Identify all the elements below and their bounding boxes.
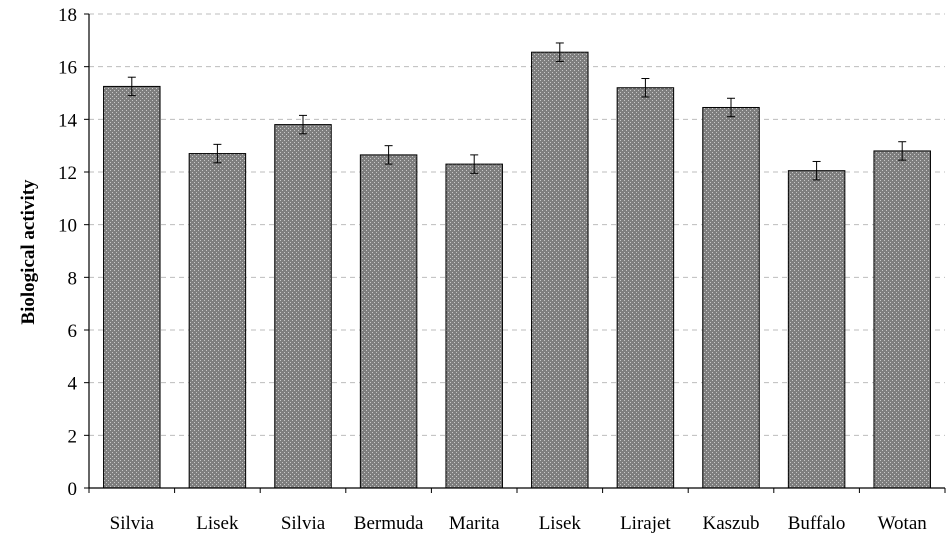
bar bbox=[274, 124, 332, 489]
bars bbox=[103, 42, 931, 489]
bar bbox=[445, 163, 503, 489]
x-tick-label: Lisek bbox=[196, 513, 239, 534]
y-tick-label: 16 bbox=[58, 58, 77, 79]
x-tick-label: Lirajet bbox=[620, 513, 671, 534]
x-tick-label: Wotan bbox=[878, 513, 928, 534]
x-tick-label: Kaszub bbox=[703, 513, 760, 534]
y-tick-label: 8 bbox=[68, 268, 78, 289]
bar bbox=[787, 170, 846, 489]
y-tick-label: 14 bbox=[58, 110, 78, 131]
tick-labels: 0 2 4 6 8 10 12 14 16 18 Silvia Lisek Silvia Bermuda M… bbox=[58, 5, 927, 534]
bar bbox=[359, 154, 418, 489]
bar bbox=[616, 87, 675, 489]
y-tick-label: 0 bbox=[68, 479, 78, 500]
x-tick-label: Buffalo bbox=[788, 513, 846, 534]
axes bbox=[84, 13, 946, 493]
bar bbox=[188, 153, 247, 489]
x-tick-label: Silvia bbox=[281, 513, 326, 534]
x-tick-label: Marita bbox=[449, 513, 500, 534]
y-axis-title: Biological activity bbox=[18, 179, 39, 325]
x-tick-label: Lisek bbox=[539, 513, 582, 534]
y-tick-label: 12 bbox=[58, 163, 77, 184]
y-tick-label: 2 bbox=[68, 426, 78, 447]
bar bbox=[702, 106, 760, 489]
bar bbox=[531, 51, 589, 489]
y-tick-label: 6 bbox=[68, 321, 78, 342]
y-tick-label: 10 bbox=[58, 216, 77, 237]
y-tick-label: 18 bbox=[58, 5, 77, 26]
x-tick-label: Silvia bbox=[110, 513, 155, 534]
bar bbox=[873, 150, 931, 489]
bar bbox=[103, 85, 161, 489]
y-tick-label: 4 bbox=[68, 374, 78, 395]
x-tick-label: Bermuda bbox=[354, 513, 424, 534]
